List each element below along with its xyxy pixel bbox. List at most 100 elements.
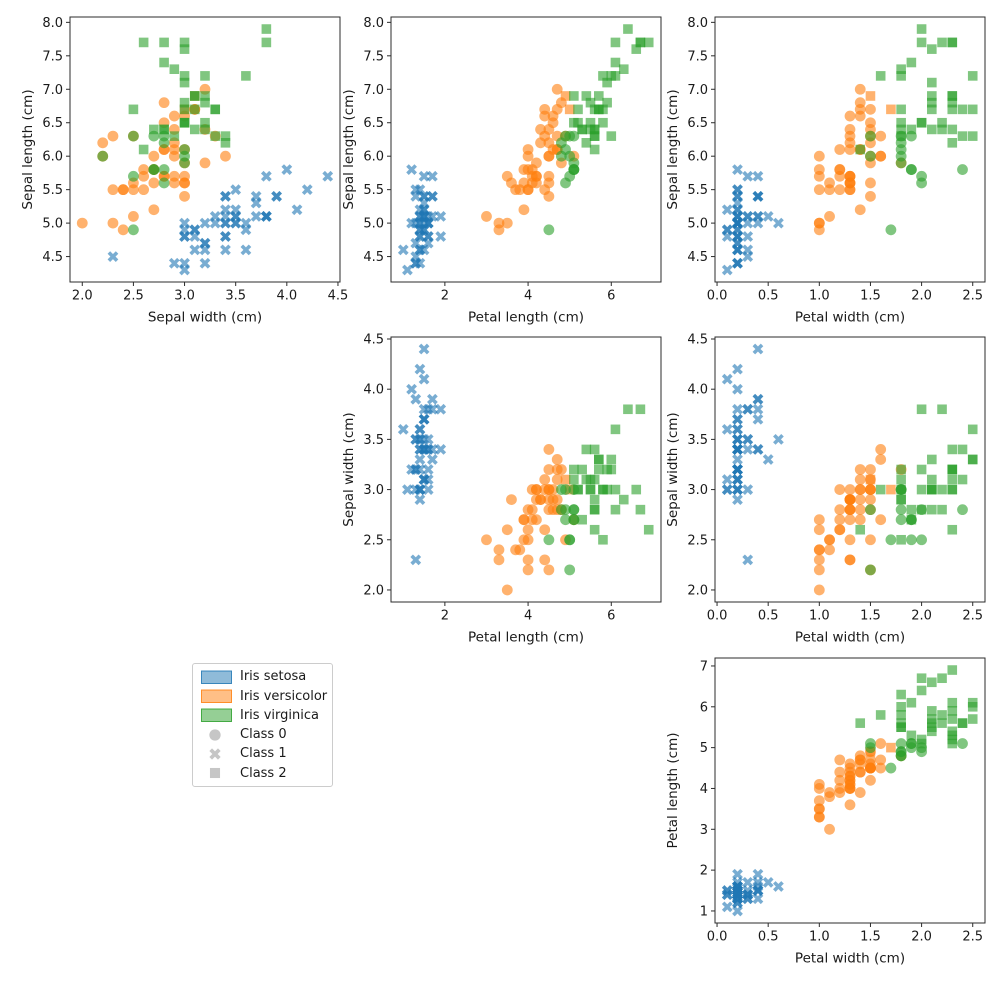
data-point-x [410, 434, 422, 445]
data-point-x [762, 211, 774, 222]
data-point-circle [905, 742, 917, 754]
data-point-circle [854, 494, 866, 506]
legend-item-class-1: Class 1 [193, 744, 332, 763]
data-point-circle [813, 795, 825, 807]
data-point-circle [813, 184, 825, 196]
data-point-square [585, 117, 596, 128]
data-point-circle [844, 758, 856, 770]
data-point-x [209, 748, 221, 760]
data-point-circle [501, 170, 513, 182]
data-point-circle [865, 103, 876, 115]
data-point-square [967, 454, 978, 465]
data-point-x [721, 264, 733, 276]
data-point-x [742, 217, 754, 229]
data-point-x [732, 889, 743, 900]
data-point-circle [148, 204, 160, 216]
data-point-circle [834, 184, 846, 196]
data-point-circle [564, 534, 576, 546]
data-point-circle [813, 584, 825, 596]
data-point-square [179, 44, 190, 54]
data-point-square [261, 24, 272, 34]
data-point-x [189, 244, 201, 256]
data-point-circle [128, 224, 139, 236]
data-point-circle [158, 177, 170, 189]
data-point-circle [844, 770, 856, 782]
data-point-circle [539, 184, 551, 196]
data-point-x [721, 901, 733, 913]
data-point-circle [510, 184, 521, 196]
y-tick-label: 4.0 [363, 383, 384, 398]
data-point-x [435, 403, 447, 415]
data-point-square [179, 97, 190, 108]
data-point-square [179, 104, 190, 115]
y-tick-label: 5.0 [687, 217, 708, 232]
data-point-square [947, 726, 958, 737]
data-point-square [643, 37, 654, 48]
data-point-circle [824, 544, 835, 556]
data-point-x [209, 217, 221, 229]
data-point-x [397, 244, 409, 256]
y-axis-label: Petal length (cm) [665, 732, 681, 848]
data-point-circle [568, 157, 580, 169]
data-point-square [635, 404, 646, 415]
data-point-circle [865, 117, 876, 129]
data-point-x [414, 484, 426, 495]
y-tick-label: 4.5 [687, 250, 708, 265]
data-point-square [937, 504, 947, 515]
data-point-circle [854, 750, 866, 762]
x-axis-label: Petal length (cm) [468, 310, 584, 326]
data-point-x [281, 164, 293, 175]
data-point-square [967, 714, 978, 724]
data-point-square [957, 718, 968, 728]
x-tick-label: 2.5 [962, 609, 983, 624]
data-point-x [414, 231, 426, 242]
data-point-square [855, 718, 866, 728]
data-point-circle [834, 774, 846, 786]
data-point-circle [138, 164, 150, 175]
data-point-square [906, 57, 917, 68]
data-point-x [752, 190, 764, 202]
data-point-circle [957, 164, 968, 175]
data-point-circle [885, 534, 897, 546]
y-tick-label: 6.0 [363, 150, 384, 165]
data-point-circle [158, 130, 170, 142]
data-point-circle [916, 177, 927, 189]
data-point-x [721, 373, 733, 385]
y-tick-label: 4.5 [42, 250, 63, 265]
data-point-x [762, 454, 774, 465]
data-point-square [606, 131, 617, 141]
x-tick-label: 4.0 [276, 289, 297, 304]
y-tick-label: 7.5 [363, 49, 384, 64]
data-point-circle [854, 787, 866, 798]
data-point-circle [895, 750, 907, 762]
data-point-circle [895, 504, 907, 516]
data-point-square [916, 734, 927, 745]
data-point-square [618, 494, 629, 505]
data-point-square [569, 474, 579, 485]
data-point-x [732, 905, 743, 917]
y-tick-label: 7.5 [687, 49, 708, 64]
data-point-x [230, 204, 242, 216]
data-point-x [301, 184, 313, 196]
square-marker-icon [200, 765, 234, 781]
data-point-circle [493, 544, 505, 556]
data-point-square [875, 710, 886, 720]
data-point-circle [158, 97, 170, 109]
data-point-square [623, 404, 633, 415]
data-point-circle [148, 150, 160, 162]
data-point-circle [905, 164, 917, 175]
data-point-x [773, 881, 784, 892]
y-tick-label: 2.0 [687, 583, 708, 598]
data-point-x [721, 474, 733, 485]
data-points [721, 343, 978, 596]
y-tick-label: 6.0 [687, 150, 708, 165]
data-point-circle [551, 454, 563, 465]
data-point-circle [543, 224, 555, 236]
data-point-x [397, 423, 409, 435]
data-point-circle [522, 524, 534, 536]
data-point-square [594, 91, 604, 101]
data-point-x [732, 403, 743, 415]
data-point-circle [148, 130, 160, 142]
legend-label: Class 0 [240, 727, 287, 743]
y-tick-label: 7.0 [363, 83, 384, 98]
